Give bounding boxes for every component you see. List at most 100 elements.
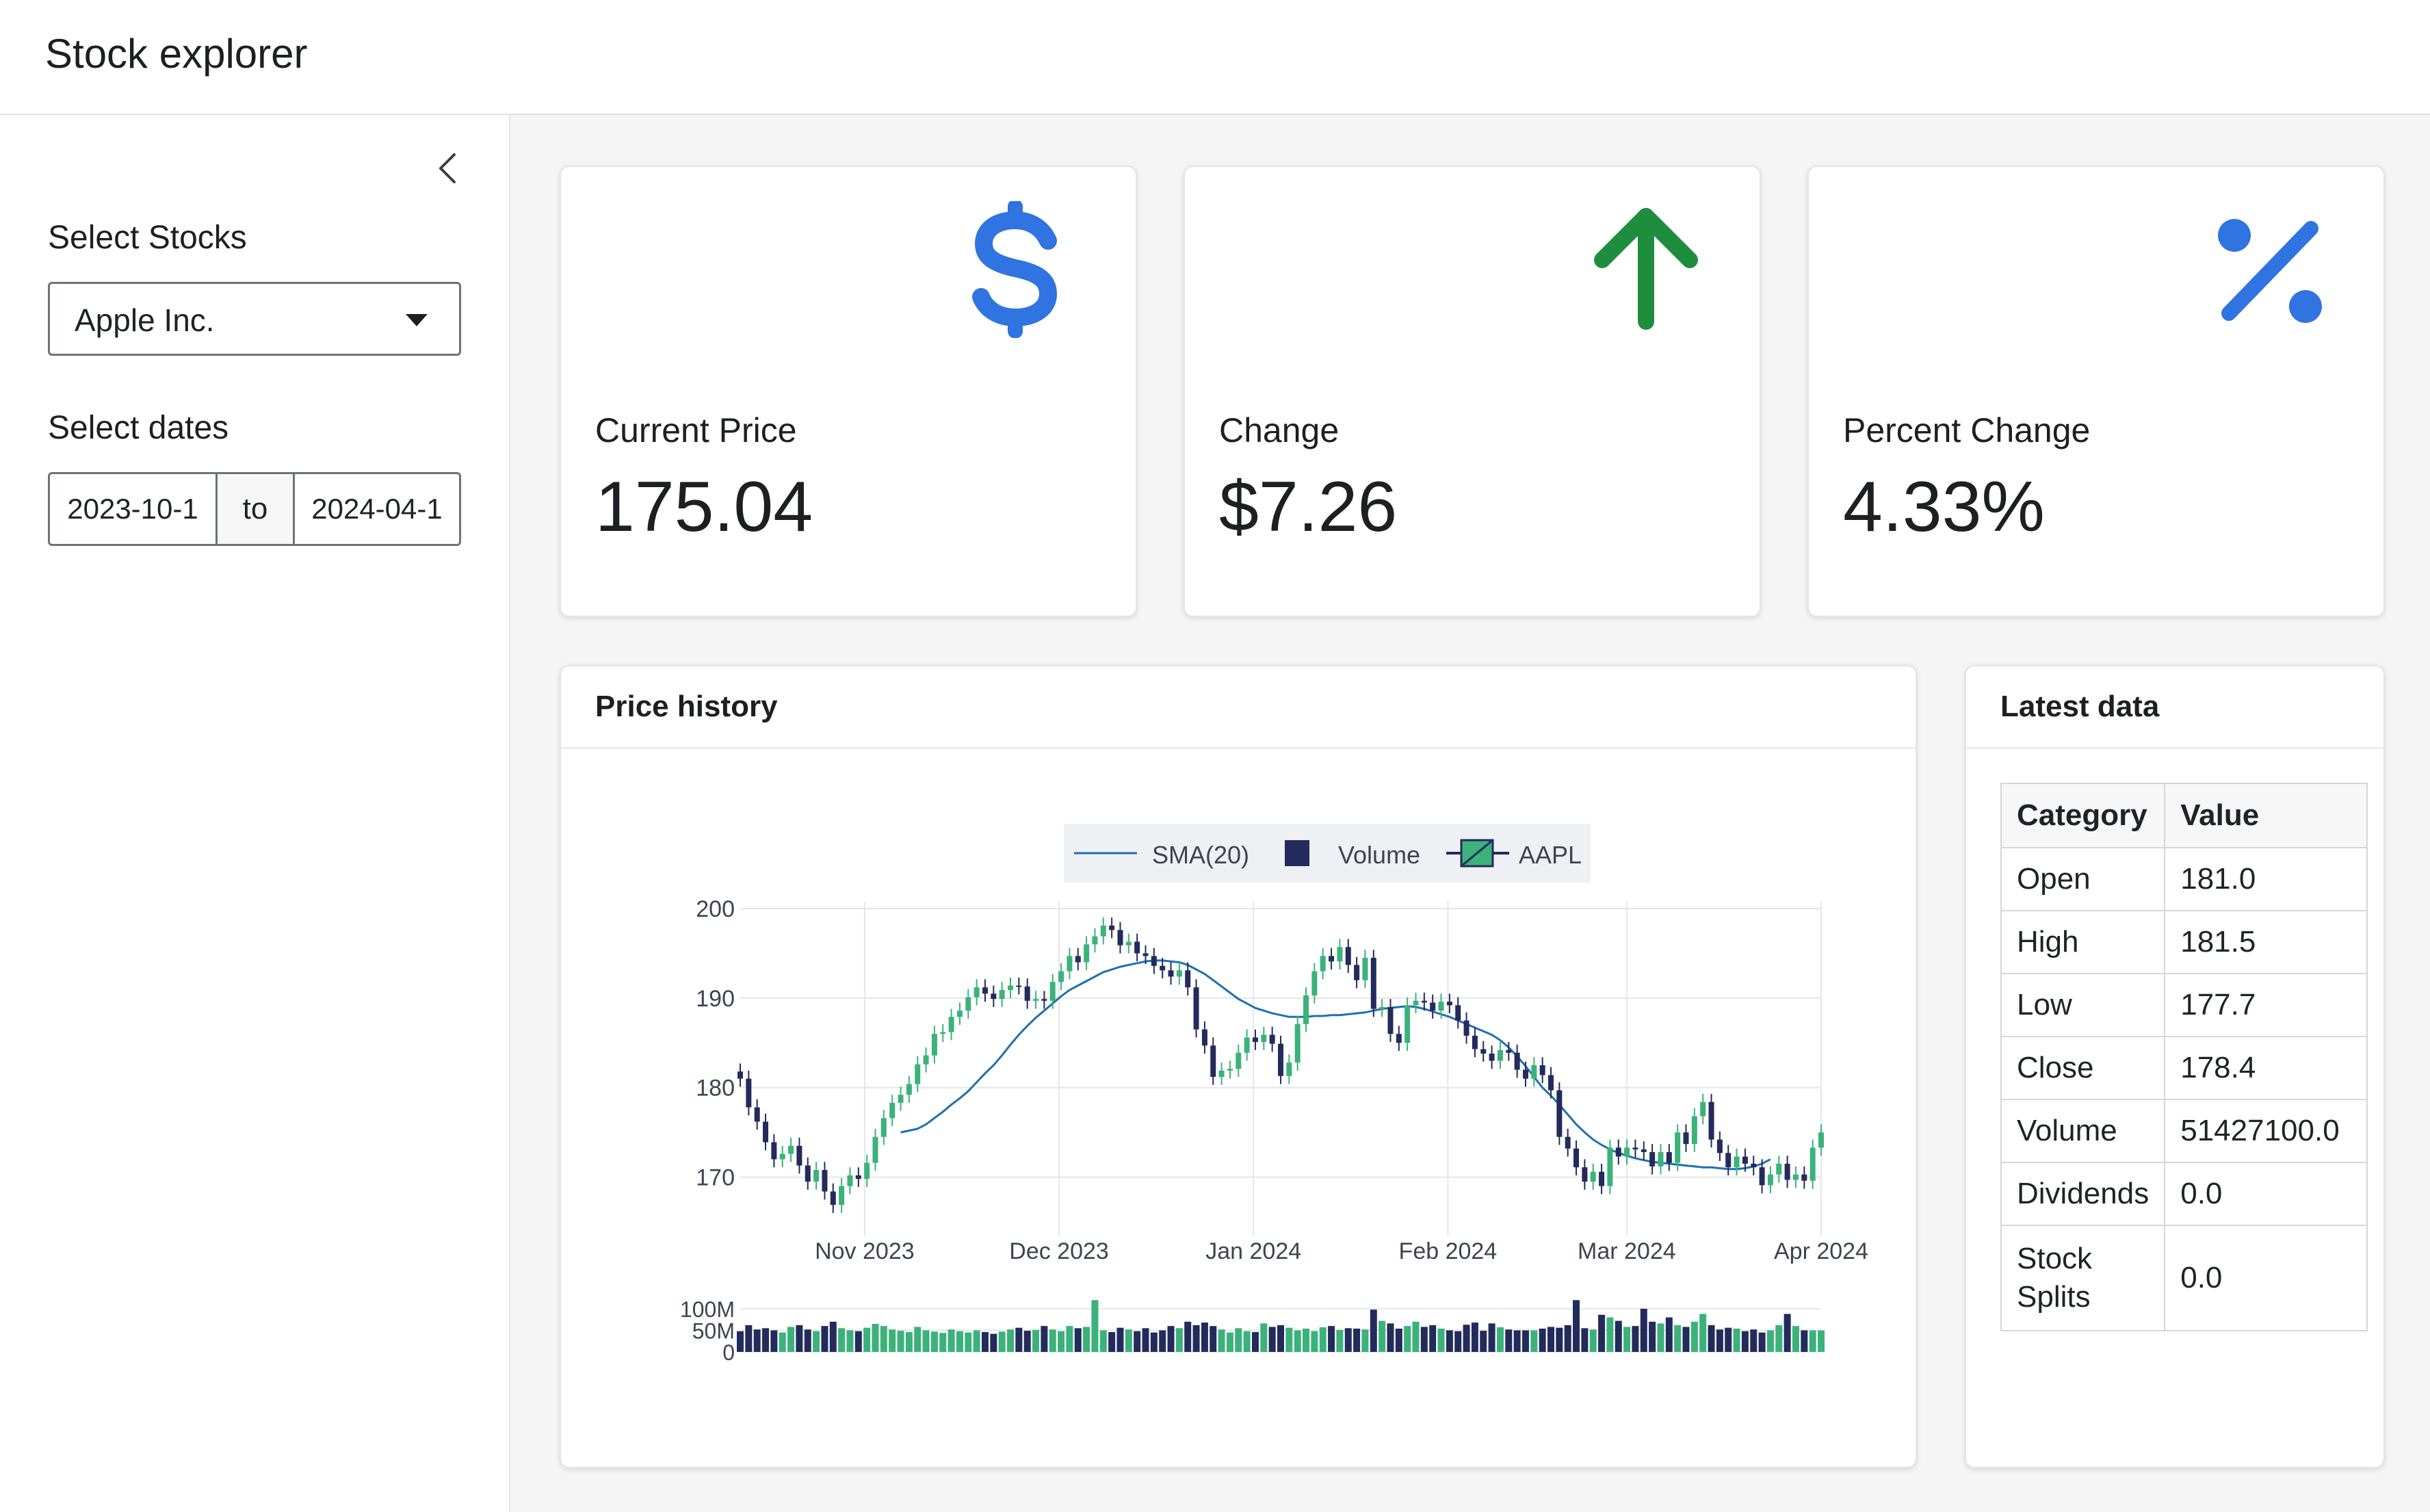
volume-bar [1564,1325,1571,1352]
latest-data-table: Category Value Open 181.0 High 181.5 Low 17… [2000,783,2368,1331]
volume-bar [1099,1330,1107,1352]
volume-bar [1243,1331,1251,1352]
volume-bar [787,1327,795,1352]
dollar-icon [961,199,1070,341]
value-box-title: Current Price [595,411,797,449]
candle [1632,1139,1638,1158]
candle [1700,1093,1706,1125]
candle [1759,1159,1765,1194]
volume-bar [1471,1322,1478,1352]
chevron-left-icon [439,153,456,183]
candle [1742,1148,1748,1172]
candle [1227,1060,1233,1079]
candle [1649,1144,1656,1175]
candle [1151,948,1157,974]
volume-bar [1226,1332,1233,1352]
volume-bar [1260,1323,1268,1352]
volume-bar [990,1333,997,1352]
volume-bar [1640,1308,1647,1352]
volume-bar [1285,1327,1293,1352]
volume-bar [1766,1330,1774,1352]
volume-bar [1750,1329,1758,1352]
candle [1430,994,1436,1019]
volume-bar [1074,1328,1082,1352]
stock-select[interactable]: Apple Inc. [48,282,461,356]
candle [1252,1029,1258,1050]
candle [982,979,988,1002]
candle [1269,1026,1275,1052]
volume-bar [737,1331,744,1352]
volume-bar [1235,1328,1242,1352]
volume-bar [1521,1330,1529,1352]
volume-bar [1775,1325,1783,1352]
volume-bar [1623,1327,1631,1352]
volume-bar [1581,1328,1589,1352]
candle [1067,948,1073,980]
candle [1016,977,1022,995]
end-date-input[interactable]: 2024-04-1 [311,493,443,525]
latest-data-card: Latest data Category Value Open 181.0 Hig… [1965,665,2385,1468]
volume-bar [965,1332,972,1352]
current-price-card: Current Price 175.04 [560,166,1137,617]
volume-bar [1699,1314,1707,1352]
candle [1210,1037,1216,1085]
value-box-title: Percent Change [1843,411,2091,449]
candle [1160,957,1166,979]
volume-bar [1446,1330,1453,1352]
volume-bar [973,1330,980,1352]
candle [1463,1012,1469,1044]
candle [1261,1026,1267,1050]
candle [855,1167,861,1187]
candle [1058,963,1064,991]
table-row: Dividends 0.0 [2000,1162,2368,1226]
table-row: Stock Splits 0.0 [2000,1225,2368,1331]
volume-bar [1167,1326,1175,1352]
candle [1075,948,1081,971]
volume-bar [1530,1330,1538,1352]
volume-bar [1049,1329,1056,1352]
volume-bar [914,1327,922,1352]
table-row: High 181.5 [2000,910,2368,974]
category-cell: Open [2000,847,2166,911]
candle [771,1134,777,1168]
volume-bar [956,1331,963,1352]
volume-bar [939,1333,947,1352]
y-tick-label: 170 [696,1165,735,1191]
candle [1008,977,1013,998]
volume-bar [821,1326,828,1352]
start-date-input[interactable]: 2023-10-1 [67,493,198,525]
date-separator: to [215,474,295,544]
value-cell: 181.0 [2164,847,2368,911]
volume-bar [889,1329,896,1352]
volume-bar [1125,1329,1132,1352]
candle [1708,1093,1714,1148]
percent-icon [2215,216,2325,329]
volume-bar [1066,1326,1073,1352]
select-dates-label: Select dates [48,410,229,446]
volume-bar [1007,1329,1014,1352]
price-history-card: Price history SMA(20) Volume AAPL 200 190… [560,665,1917,1468]
price-history-chart[interactable]: SMA(20) Volume AAPL 200 190 180 170 Nov 2023… [561,748,1916,1467]
candle [1033,991,1039,1009]
candle [991,985,997,1007]
volume-bar [905,1331,913,1352]
latest-data-header: Latest data [1966,666,2383,748]
volume-bar [1818,1330,1825,1352]
volume-bar [1547,1327,1554,1352]
candle [1193,979,1199,1038]
header-bar: Stock explorer [0,0,2430,115]
value-box-title: Change [1219,411,1340,449]
arrow-up-icon [1591,201,1701,335]
candle [1666,1144,1672,1171]
candle [754,1099,760,1130]
volume-bar [1251,1331,1259,1352]
collapse-sidebar-button[interactable] [430,146,468,190]
volume-bar [1463,1325,1470,1352]
volume-bar [872,1324,879,1352]
volume-bar [1353,1328,1361,1352]
sidebar: Select Stocks Apple Inc. Select dates 20… [0,115,510,1512]
x-tick-label: Feb 2024 [1399,1238,1498,1264]
volume-bar [1682,1327,1690,1352]
candle [1548,1067,1554,1099]
legend-sma-label: SMA(20) [1152,841,1249,869]
